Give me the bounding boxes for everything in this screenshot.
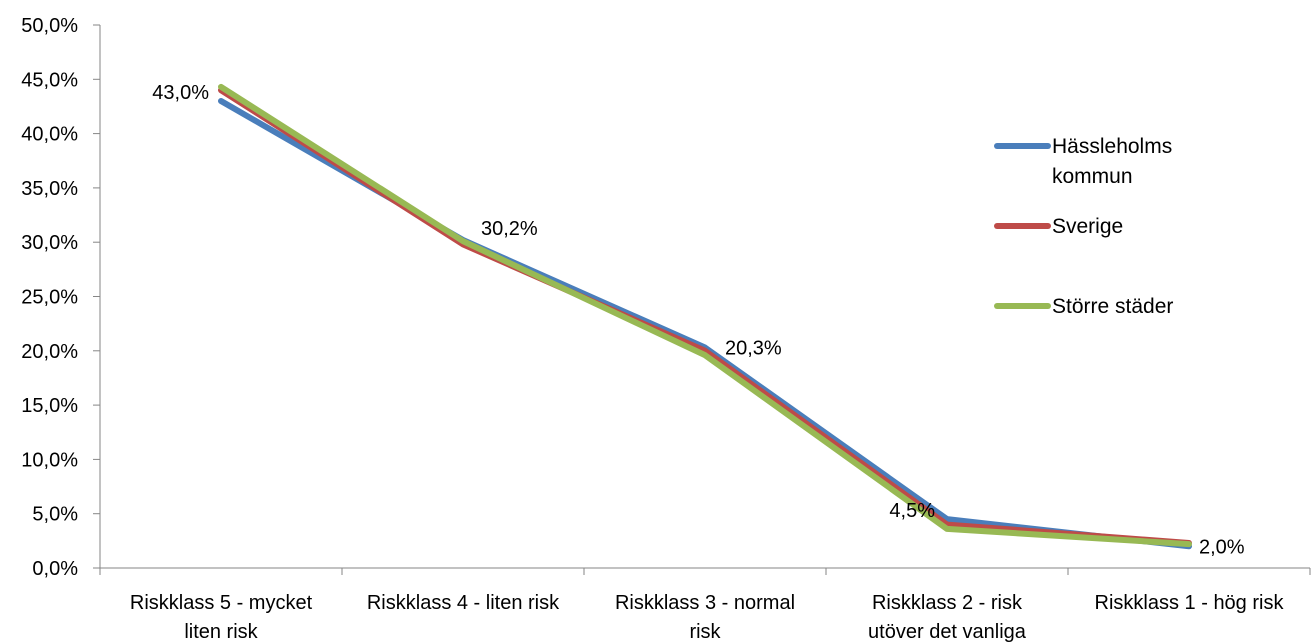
data-label: 20,3%: [725, 338, 782, 360]
series-line-0: [218, 98, 1192, 550]
series-line-1: [218, 87, 1192, 547]
series-lines: [218, 83, 1192, 550]
y-tick-label: 0,0%: [32, 558, 78, 580]
legend-label: Sverige: [1052, 215, 1123, 238]
y-tick-label: 45,0%: [21, 69, 78, 91]
y-tick-label: 50,0%: [21, 15, 78, 37]
data-labels: 43,0% 30,2% 20,3% 4,5% 2,0%: [152, 82, 1245, 558]
y-tick-label: 25,0%: [21, 287, 78, 309]
y-tick-label: 30,0%: [21, 232, 78, 254]
x-tick-label: Riskklass 5 - mycket liten risk: [130, 592, 313, 643]
y-tick-label: 15,0%: [21, 395, 78, 417]
y-tick-label: 10,0%: [21, 449, 78, 471]
data-label: 2,0%: [1199, 536, 1245, 558]
y-tick-label: 20,0%: [21, 341, 78, 363]
data-label: 30,2%: [481, 218, 538, 240]
legend-label: Hässleholms kommun: [1052, 135, 1172, 188]
legend: Hässleholms kommun Sverige Större städer: [994, 135, 1173, 318]
y-tick-label: 5,0%: [32, 504, 78, 526]
legend-label: Större städer: [1052, 295, 1173, 318]
y-tick-label: 40,0%: [21, 124, 78, 146]
x-tick-label: Riskklass 4 - liten risk: [367, 592, 560, 614]
x-tick-label: Riskklass 1 - hög risk: [1095, 592, 1285, 614]
x-axis: Riskklass 5 - mycket liten risk Riskklass …: [99, 567, 1311, 643]
y-axis: 0,0% 5,0% 10,0% 15,0% 20,0% 25,0% 30,0% 35,0% 40…: [21, 15, 101, 580]
data-label: 43,0%: [152, 82, 209, 104]
series-line-2: [218, 83, 1192, 548]
x-tick-label: Riskklass 2 - risk utöver det vanliga: [868, 592, 1027, 643]
y-tick-label: 35,0%: [21, 178, 78, 200]
x-tick-label: Riskklass 3 - normal risk: [615, 592, 795, 643]
data-label: 4,5%: [889, 500, 935, 522]
